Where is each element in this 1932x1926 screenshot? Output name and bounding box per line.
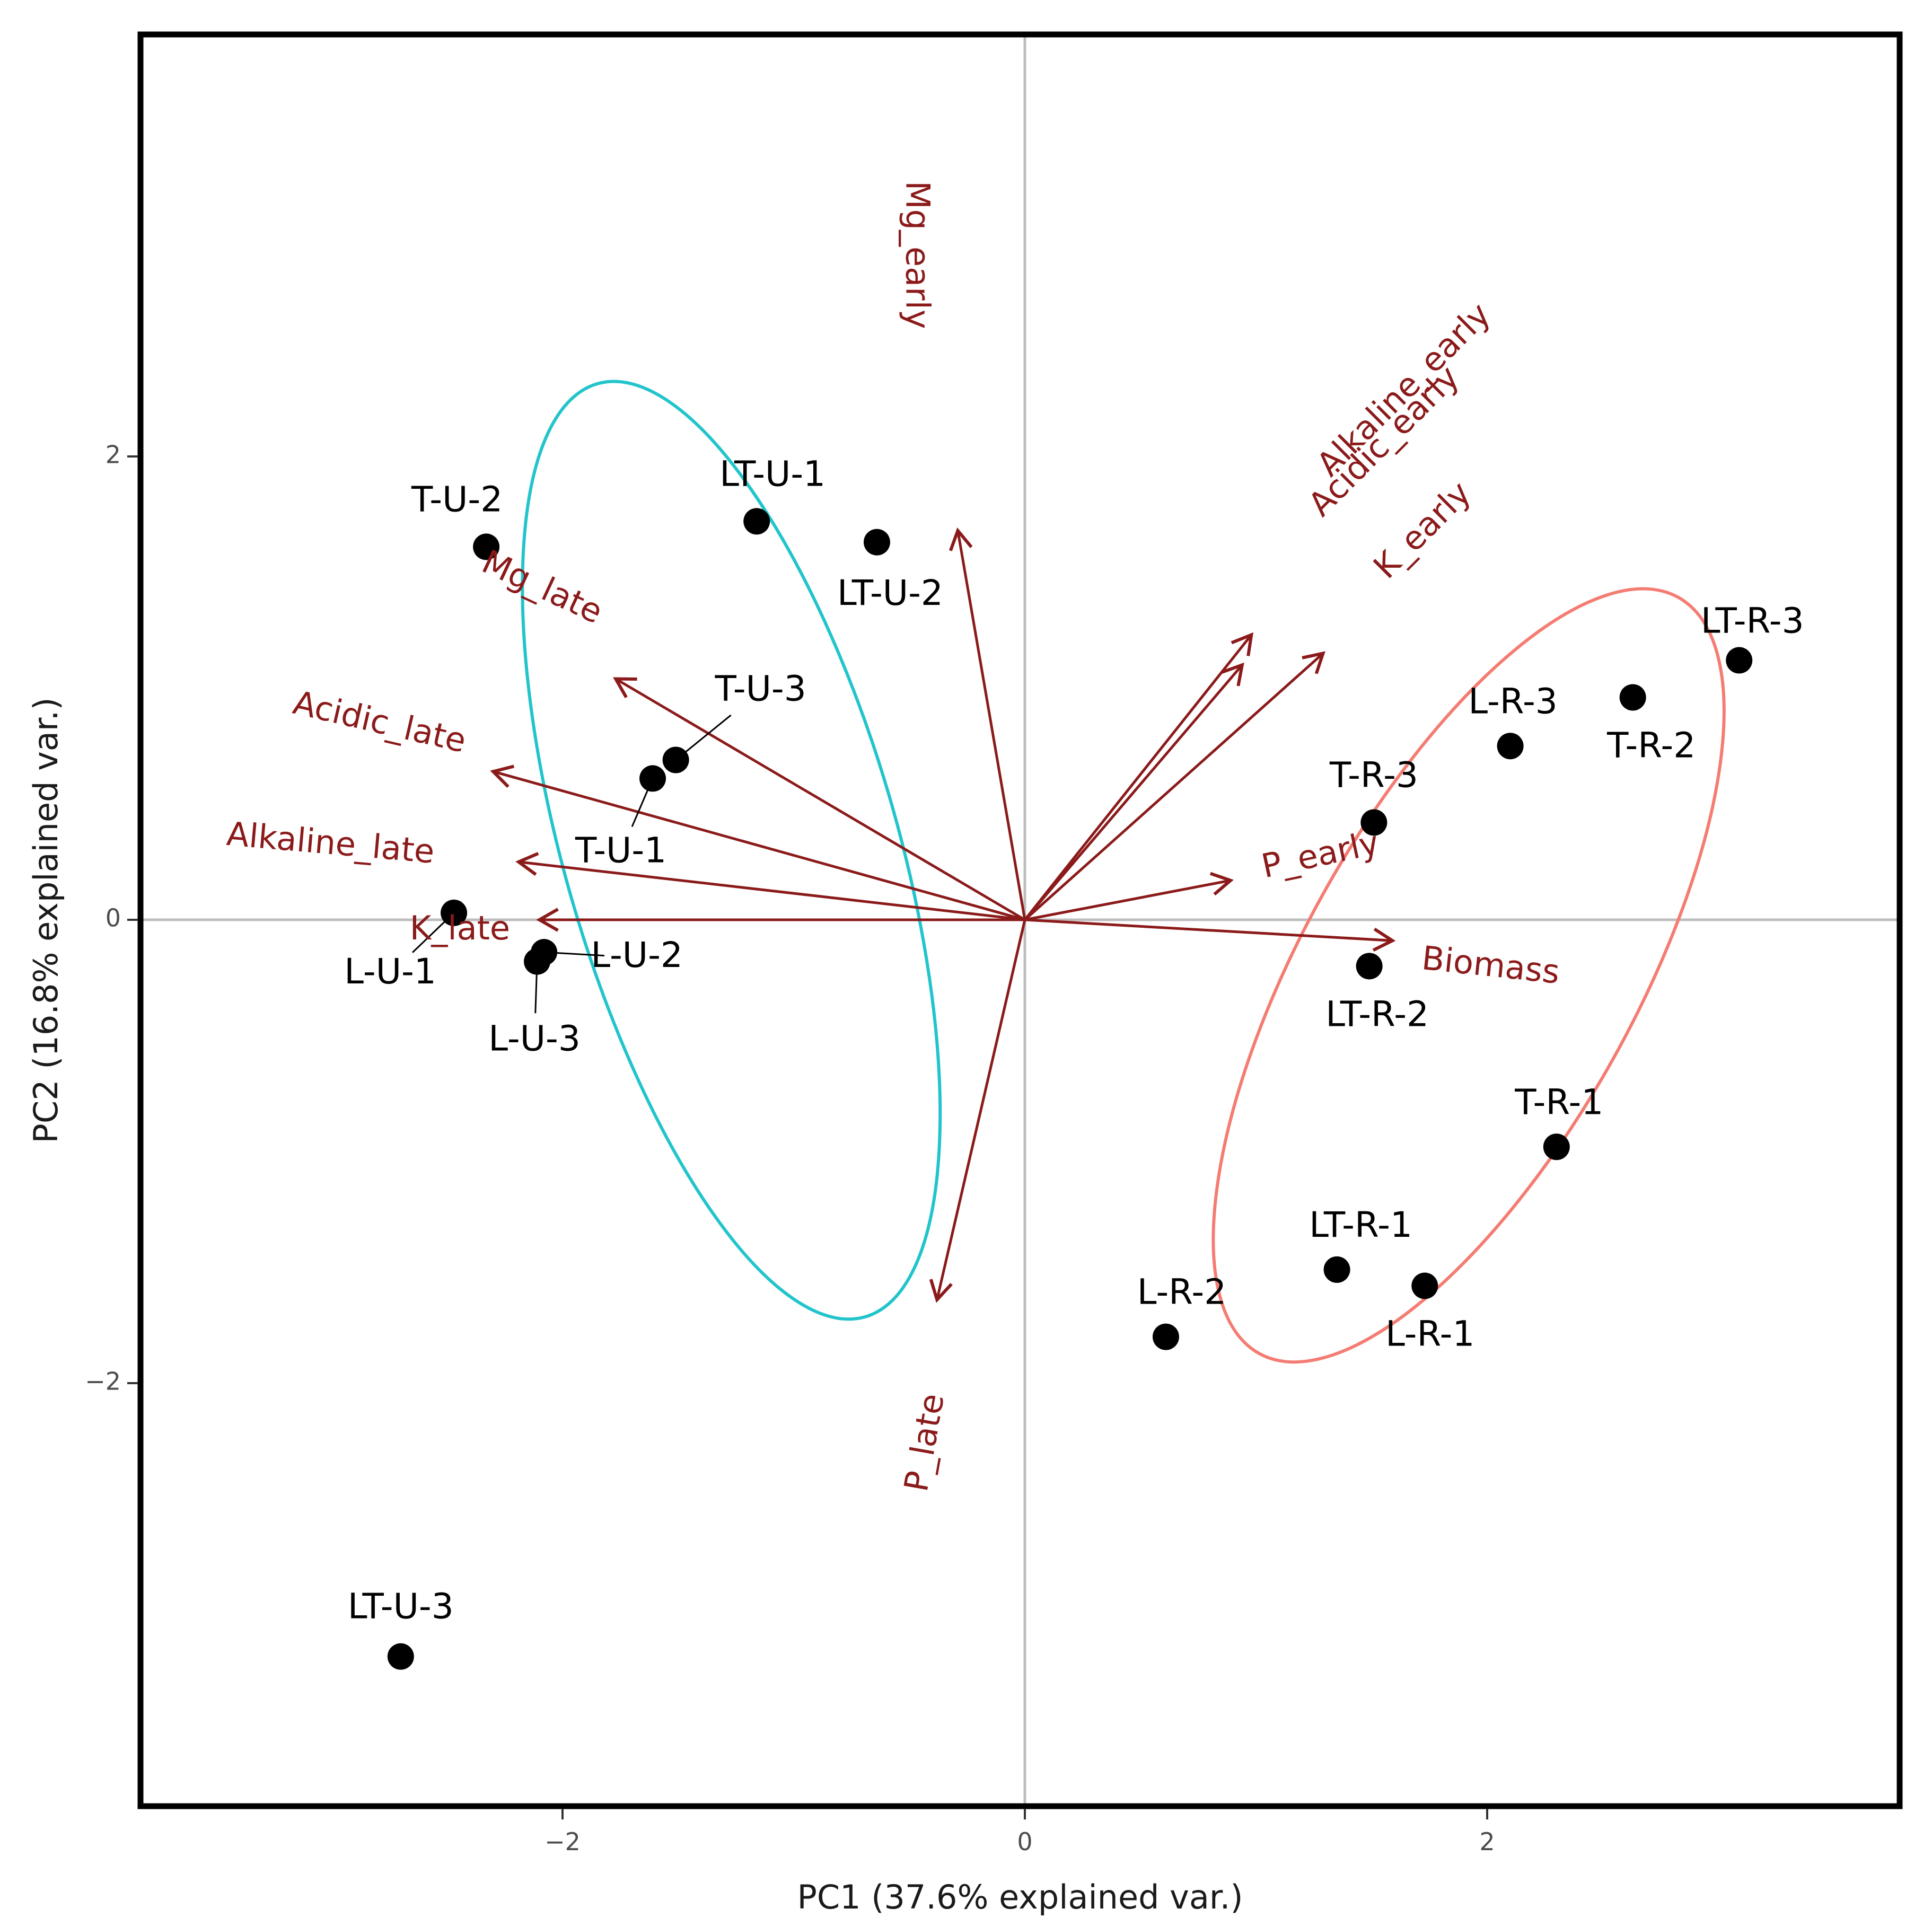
point-l-r-2 xyxy=(1152,1323,1179,1350)
arrow-mg-late xyxy=(613,677,1026,921)
point-t-r-1 xyxy=(1543,1133,1570,1160)
ellipse-u xyxy=(521,380,942,1321)
label-lt-r-3: LT-R-3 xyxy=(1701,601,1804,641)
label-t-u-2: T-U-2 xyxy=(411,479,503,520)
arrow-p-late xyxy=(929,919,1026,1303)
point-t-r-3 xyxy=(1360,809,1387,836)
point-lt-r-1 xyxy=(1323,1256,1350,1283)
arrow-alkaline-late xyxy=(515,852,1025,921)
point-l-u-3 xyxy=(524,948,551,975)
ellipse-r xyxy=(1211,587,1726,1364)
label-l-r-3: L-R-3 xyxy=(1468,681,1557,722)
variable-label-k-late: K_late xyxy=(410,909,510,947)
label-connectors xyxy=(412,714,732,1014)
label-lt-u-3: LT-U-3 xyxy=(348,1586,454,1627)
y-tick-label: −2 xyxy=(85,1367,121,1396)
ellipses xyxy=(521,380,1726,1364)
y-tick-label: 2 xyxy=(106,441,121,469)
label-l-u-3: L-U-3 xyxy=(488,1018,581,1059)
label-l-r-1: L-R-1 xyxy=(1385,1314,1474,1355)
plot-frame xyxy=(137,31,1903,1809)
arrow-alkaline-early xyxy=(1024,632,1254,921)
connector-l-u-1 xyxy=(412,912,455,953)
label-t-r-2: T-R-2 xyxy=(1606,725,1696,766)
point-t-u-2 xyxy=(473,533,500,560)
label-t-u-3: T-U-3 xyxy=(715,669,806,709)
arrow-acidic-late xyxy=(490,764,1025,921)
point-lt-r-3 xyxy=(1726,647,1753,674)
arrow-biomass xyxy=(1024,918,1396,952)
connector-l-u-2 xyxy=(544,951,604,957)
point-l-r-1 xyxy=(1411,1272,1438,1299)
connector-t-u-3 xyxy=(675,714,732,761)
connector-l-u-3 xyxy=(534,961,538,1014)
point-lt-u-1 xyxy=(743,508,770,535)
label-lt-r-1: LT-R-1 xyxy=(1309,1204,1412,1245)
arrow-p-early xyxy=(1024,872,1234,921)
arrow-mg-early xyxy=(949,527,1026,920)
x-tick-label: 2 xyxy=(1479,1827,1495,1856)
point-l-r-3 xyxy=(1497,733,1524,760)
y-axis: −2 0 2 xyxy=(85,441,138,1396)
label-lt-u-1: LT-U-1 xyxy=(719,453,826,494)
label-l-r-2: L-R-2 xyxy=(1137,1272,1226,1313)
sample-labels: T-U-2 LT-U-1 LT-U-2 T-U-3 T-U-1 L-U-1 L-U-2 L-U… xyxy=(344,453,1804,1626)
point-lt-u-2 xyxy=(863,529,890,556)
loading-arrows xyxy=(490,527,1396,1303)
y-axis-title: PC2 (16.8% explained var.) xyxy=(27,697,65,1143)
x-axis-title: PC1 (37.6% explained var.) xyxy=(797,1878,1243,1916)
connector-t-u-1 xyxy=(631,778,654,828)
point-lt-r-2 xyxy=(1356,953,1383,980)
label-l-u-1: L-U-1 xyxy=(344,951,436,992)
label-t-r-3: T-R-3 xyxy=(1329,755,1418,796)
x-tick-label: −2 xyxy=(545,1827,581,1856)
label-t-r-1: T-R-1 xyxy=(1514,1081,1603,1122)
arrow-k-early xyxy=(1024,651,1325,921)
label-lt-r-2: LT-R-2 xyxy=(1325,993,1429,1034)
x-tick-label: 0 xyxy=(1017,1827,1032,1856)
label-t-u-1: T-U-1 xyxy=(575,830,666,870)
y-tick-label: 0 xyxy=(106,904,121,933)
arrow-acidic-early xyxy=(1024,662,1244,921)
point-lt-u-3 xyxy=(387,1643,414,1670)
label-lt-u-2: LT-U-2 xyxy=(837,573,943,613)
x-axis: −2 0 2 xyxy=(545,1809,1495,1856)
label-l-u-2: L-U-2 xyxy=(591,935,683,975)
variable-label-mg-early: Mg_early xyxy=(898,181,937,329)
point-t-r-2 xyxy=(1619,684,1646,711)
